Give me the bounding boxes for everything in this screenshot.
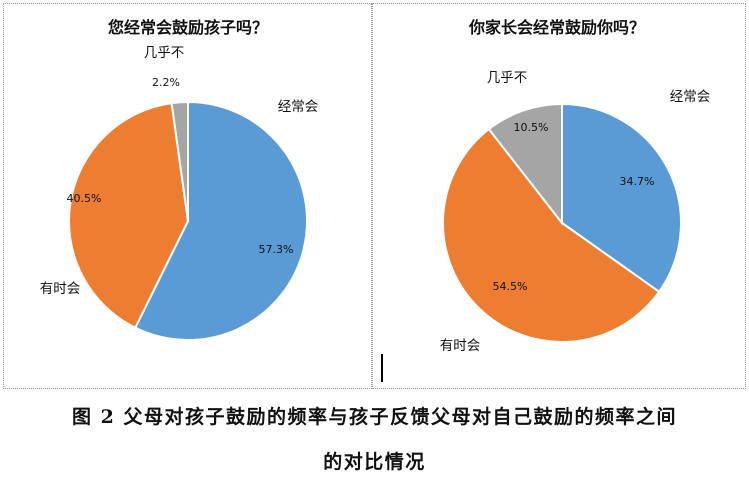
pie-chart-parent-view: 您经常会鼓励孩子吗？ 57.3% 40.5% 2.2% 经常会 有时会 几乎不 [40,18,319,341]
figure-caption-line-1: 图 2 父母对孩子鼓励的频率与孩子反馈父母对自己鼓励的频率之间 [72,406,677,428]
pie-slices [68,100,308,341]
value-label-sometimes: 54.5% [493,280,528,293]
slice-rarely [170,100,189,222]
value-label-sometimes: 40.5% [67,192,102,205]
chart-title: 您经常会鼓励孩子吗？ [108,18,268,37]
value-label-often: 57.3% [259,243,294,256]
value-label-often: 34.7% [620,175,655,188]
slice-sometimes [442,127,661,343]
chart-panel-parent-view: 您经常会鼓励孩子吗？ 57.3% 40.5% 2.2% 经常会 有时会 几乎不 [3,3,372,389]
text-cursor-mark [381,354,383,382]
pie-chart-child-view: 你家长会经常鼓励你吗？ 34.7% 54.5% 10.5% 经常会 有时会 几乎… [440,18,711,354]
category-label-rarely: 几乎不 [144,45,185,61]
category-label-often: 经常会 [670,89,711,105]
slice-often [133,100,308,341]
category-label-sometimes: 有时会 [40,281,81,297]
category-label-rarely: 几乎不 [487,70,528,86]
pie-slices [442,102,682,343]
category-label-often: 经常会 [278,99,319,115]
figure-caption-line-2: 的对比情况 [323,451,426,473]
chart-title: 你家长会经常鼓励你吗？ [468,18,645,37]
value-label-rarely: 10.5% [514,121,549,134]
category-label-sometimes: 有时会 [440,338,481,354]
slice-sometimes [68,102,190,330]
value-label-rarely: 2.2% [152,76,180,89]
chart-panel-child-view: 你家长会经常鼓励你吗？ 34.7% 54.5% 10.5% 经常会 有时会 几乎… [372,3,746,389]
slice-rarely [487,102,563,226]
slice-often [561,102,682,294]
